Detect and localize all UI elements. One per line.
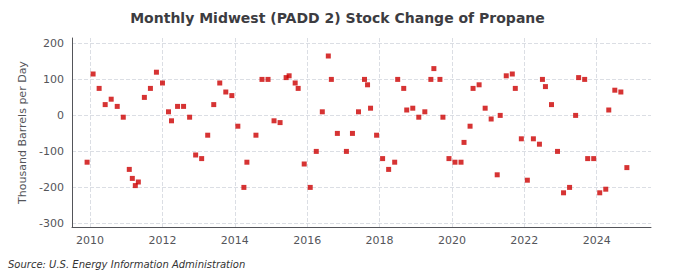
svg-text:0: 0 [57, 109, 64, 122]
svg-text:-200: -200 [39, 181, 64, 194]
svg-text:2022: 2022 [510, 234, 538, 247]
svg-text:2016: 2016 [293, 234, 321, 247]
svg-text:2010: 2010 [76, 234, 104, 247]
svg-text:200: 200 [43, 37, 64, 50]
svg-text:2024: 2024 [583, 234, 611, 247]
svg-text:-100: -100 [39, 145, 64, 158]
svg-text:Source: U.S. Energy Informatio: Source: U.S. Energy Information Administ… [8, 259, 245, 270]
svg-text:-300: -300 [39, 217, 64, 230]
svg-text:2012: 2012 [148, 234, 176, 247]
svg-text:2014: 2014 [221, 234, 249, 247]
svg-text:Thousand Barrels per Day: Thousand Barrels per Day [16, 61, 29, 205]
svg-text:2018: 2018 [366, 234, 394, 247]
svg-text:2020: 2020 [438, 234, 466, 247]
svg-text:Monthly Midwest (PADD 2) Stock: Monthly Midwest (PADD 2) Stock Change of… [130, 10, 545, 26]
svg-text:100: 100 [43, 73, 64, 86]
